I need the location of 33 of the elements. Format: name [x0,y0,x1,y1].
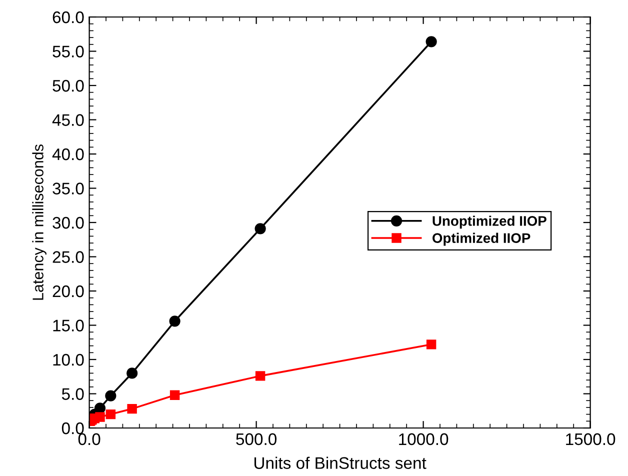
legend-label: Optimized IIOP [432,232,530,246]
point [105,390,116,402]
y-tick-label: 10.0 [53,354,84,366]
y-tick-label: 30.0 [52,216,84,229]
point [95,412,105,422]
y-tick-label: 55.0 [52,46,84,58]
x-tick-label: 500.0 [236,433,277,446]
x-tick-label: 1500.0 [566,433,616,446]
point [426,340,436,350]
y-tick-label: 60.0 [52,11,84,24]
y-tick-label: 45.0 [52,114,84,126]
x-tick-label: 0.0 [78,433,100,446]
point [94,402,106,414]
y-tick-label: 40.0 [52,148,84,160]
point [170,390,180,400]
y-tick-label: 20.0 [52,285,84,298]
y-tick-label: 0.0 [62,422,84,434]
point [255,371,266,381]
point [127,404,137,414]
point [126,368,138,379]
x-tick-label: 1000.0 [399,433,448,446]
y-tick-label: 15.0 [53,320,84,332]
y-axis-title: Latency in milliseconds [32,144,46,300]
point [254,223,266,234]
legend-label: Unoptimized IIOP [432,216,546,229]
point [106,409,116,420]
y-tick-label: 25.0 [52,251,84,263]
y-tick-label: 35.0 [52,182,84,194]
y-tick-label: 50.0 [52,80,84,92]
point [426,36,437,48]
point [169,316,180,327]
y-tick-label: 5.0 [62,388,84,400]
x-axis-title: Units of BinStructs sent [254,456,426,469]
